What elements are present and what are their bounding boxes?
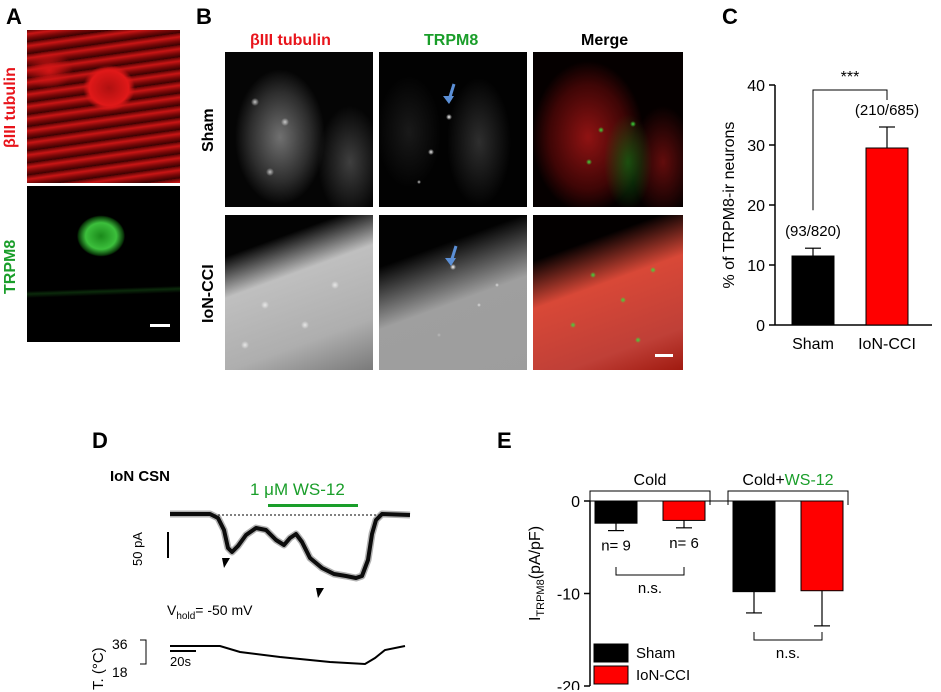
micrograph-a-trpm8: [27, 186, 180, 342]
chart-e-ns-bracket-0: [615, 567, 685, 576]
label-a-trpm8: TRPM8: [2, 239, 19, 294]
chart-c-ytick-label-4: 40: [747, 78, 765, 95]
temperature-trace: [140, 639, 406, 666]
chart-c-category-1: IoN-CCI: [858, 336, 916, 353]
col-label-tubulin: βIII tubulin: [250, 32, 331, 49]
micrograph-cci-trpm8: [379, 215, 527, 370]
chart-c-count-1: (210/685): [855, 102, 919, 119]
chart-c-ylabel: % of TRPM8-ir neurons: [721, 122, 738, 289]
chart-e-bar-1-0: [662, 500, 706, 521]
chart-c-sig-label: ***: [841, 69, 860, 86]
temp-axis-label: T. (°C): [90, 647, 107, 690]
chart-e-n-label-1: n= 6: [669, 535, 699, 552]
current-scale-label: 50 pA: [130, 532, 145, 566]
arrow-cci: [445, 245, 458, 266]
chart-c-bar-0: [791, 255, 835, 326]
scale-bar-a: [150, 324, 170, 327]
micrograph-sham-tubulin: [225, 52, 373, 207]
temp-high: 36: [112, 636, 128, 652]
row-label-sham: Sham: [200, 108, 217, 152]
chart-e-ns-label-0: n.s.: [638, 580, 662, 597]
chart-e-bar-1-1: [800, 500, 844, 592]
chart-e-group-label-1: Cold+WS-12: [742, 472, 833, 489]
drug-label: 1 μM WS-12: [250, 480, 345, 499]
micrograph-sham-merge: [533, 52, 683, 207]
chart-e-bar-0-1: [732, 500, 776, 593]
arrow-sham: [443, 83, 456, 104]
chart-c-bar-1: [865, 147, 909, 326]
row-label-ion-cci: IoN-CCI: [200, 264, 217, 323]
chart-c-count-0: (93/820): [785, 223, 841, 240]
label-a-tubulin: βIII tubulin: [2, 67, 19, 148]
col-label-merge: Merge: [581, 32, 629, 49]
chart-c-ytick-label-0: 0: [756, 318, 765, 335]
chart-e-n-label-0: n= 9: [601, 538, 631, 555]
holding-potential: Vhold= -50 mV: [167, 602, 253, 622]
time-scale-label: 20s: [170, 654, 191, 669]
chart-c-ytick-label-2: 20: [747, 198, 765, 215]
scale-bar-b: [655, 354, 673, 357]
chart-c-category-0: Sham: [792, 336, 834, 353]
micrograph-cci-tubulin: [225, 215, 373, 370]
chart-e-group-bracket-1: [727, 490, 849, 505]
chart-c-ytick-label-1: 10: [747, 258, 765, 275]
chart-e-bar-0-0: [594, 500, 638, 524]
chart-e-ns-bracket-1: [753, 632, 823, 641]
panel-letter-e: E: [497, 428, 512, 453]
chart-c-sig-bracket: [812, 89, 888, 211]
panel-letter-c: C: [722, 4, 738, 29]
chart-e-legend-swatch-0: [593, 643, 629, 663]
chart-e-group-bracket-0: [589, 490, 711, 505]
chart-e-ns-label-1: n.s.: [776, 645, 800, 662]
chart-e-legend-label-1: IoN-CCI: [636, 667, 690, 684]
chart-e-ytick-label-0: 0: [571, 494, 580, 511]
chart-e: 0 -10 -20 ITRPM8(pA/pF) Cold Cold+WS-12 n= 9 n=…: [527, 472, 849, 690]
chart-e-ylabel: ITRPM8(pA/pF): [527, 526, 547, 621]
chart-c: 0 10 20 30 40 % of TRPM8-ir neurons (93/820) Sh…: [721, 69, 932, 353]
micrograph-cci-merge: [533, 215, 683, 370]
drug-bar: [268, 504, 358, 507]
chart-e-legend-label-0: Sham: [636, 645, 675, 662]
panel-letter-b: B: [196, 4, 212, 29]
panel-letter-d: D: [92, 428, 108, 453]
chart-c-ytick-label-3: 30: [747, 138, 765, 155]
chart-e-ytick-label-1: -10: [557, 587, 580, 604]
chart-e-ytick-label-2: -20: [557, 679, 580, 690]
recording-title: IoN CSN: [110, 468, 170, 485]
current-trace: [167, 510, 411, 598]
chart-e-legend-swatch-1: [593, 665, 629, 685]
col-label-trpm8: TRPM8: [424, 32, 479, 49]
panel-letter-a: A: [6, 4, 22, 29]
chart-e-group-label-0: Cold: [634, 472, 667, 489]
arrowhead-peak-2: [316, 588, 324, 598]
micrograph-a-tubulin: [27, 30, 180, 183]
arrowhead-peak-1: [222, 558, 230, 568]
temp-low: 18: [112, 664, 128, 680]
micrograph-sham-trpm8: [379, 52, 527, 207]
